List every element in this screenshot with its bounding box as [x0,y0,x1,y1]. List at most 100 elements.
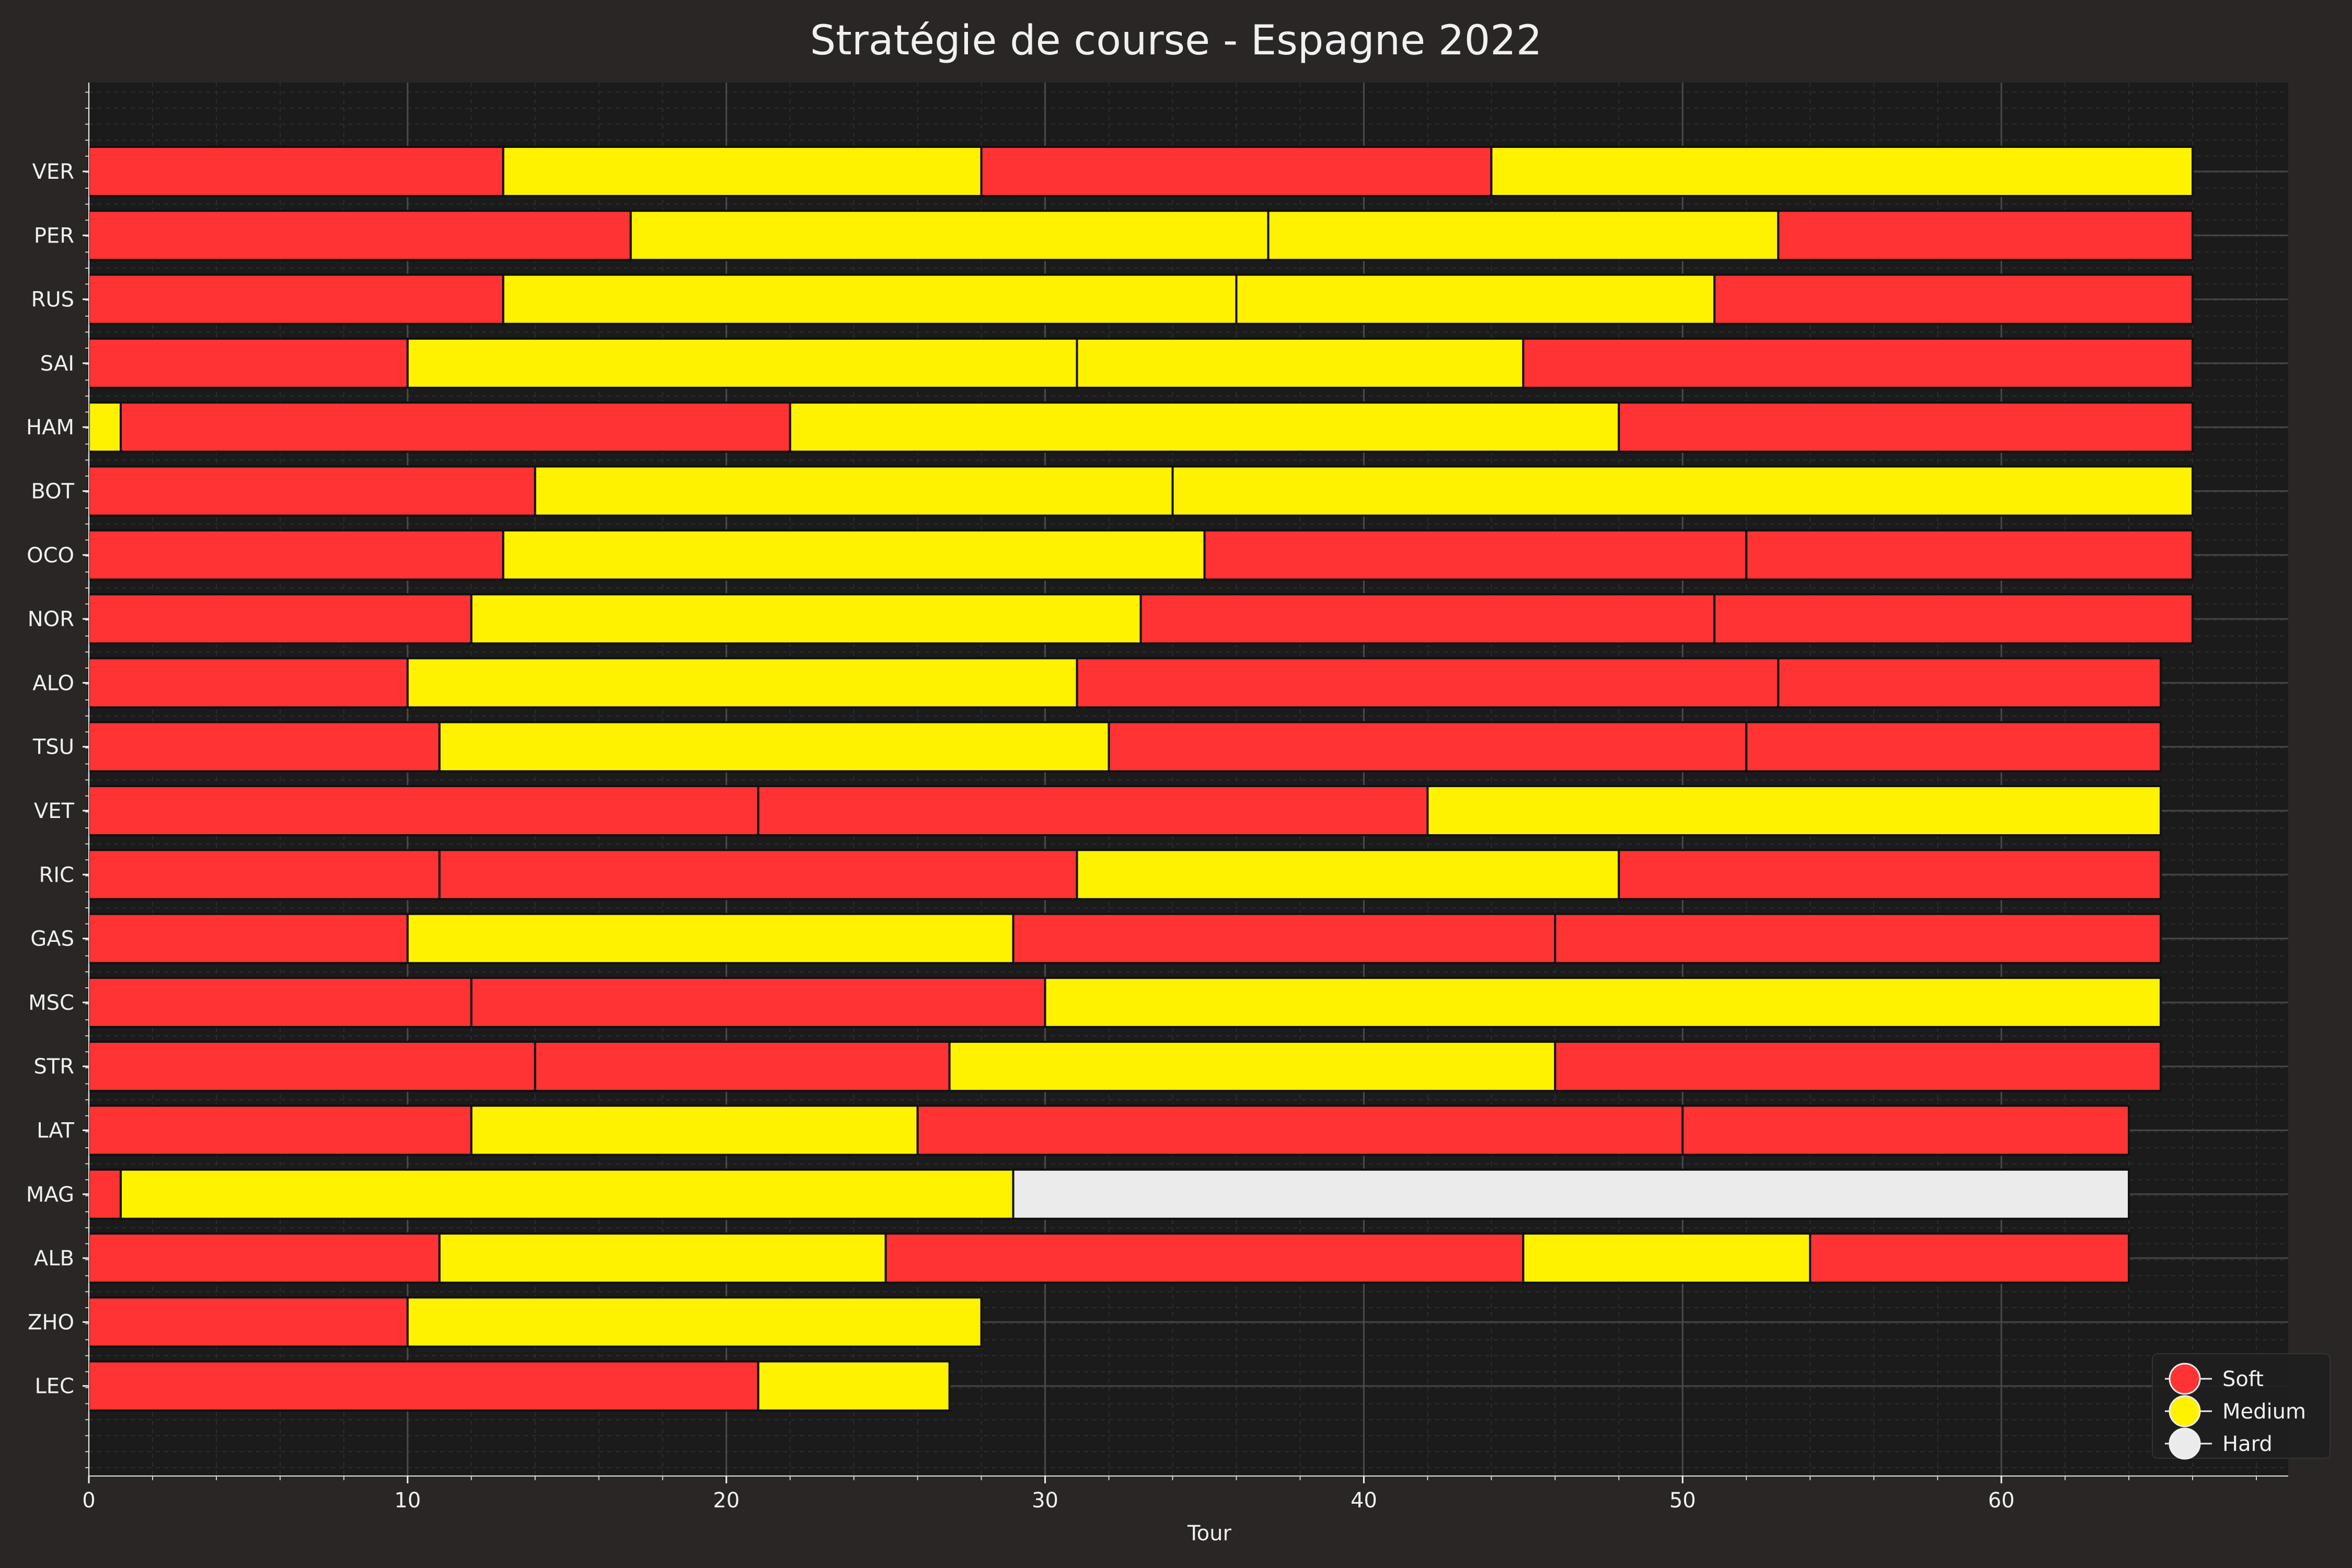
stint-bar-per-soft [1778,211,2193,260]
stint-bar-alo-soft [1778,658,2161,707]
stint-bar-gas-medium [408,914,1013,963]
stint-bar-rus-medium [1236,275,1714,324]
legend-label-hard: Hard [2222,1432,2273,1456]
stint-bar-tsu-soft [1109,722,1747,771]
y-tick-label-sai: SAI [40,352,74,376]
stint-bar-zho-medium [408,1297,982,1346]
stint-bar-ric-soft [1619,850,2161,899]
stint-bar-mag-hard [1013,1170,2129,1219]
stint-bar-vet-soft [758,786,1428,835]
y-tick-label-zho: ZHO [28,1310,74,1334]
stint-bar-bot-soft [89,467,535,516]
stint-bar-zho-soft [89,1297,408,1346]
stint-bar-per-soft [89,211,631,260]
x-tick-label: 40 [1351,1489,1377,1513]
stint-bar-ver-medium [1491,147,2193,196]
stint-bar-rus-soft [1714,275,2193,324]
stint-bar-oco-soft [1204,531,1746,580]
x-tick-label: 60 [1988,1489,2015,1513]
stint-bar-msc-soft [471,978,1045,1027]
y-tick-label-lec: LEC [35,1375,75,1399]
y-tick-label-vet: VET [34,799,75,823]
y-tick-label-alb: ALB [34,1247,74,1271]
legend-label-soft: Soft [2222,1367,2264,1391]
stint-bar-lat-soft [1682,1106,2129,1155]
stint-bar-lat-medium [471,1106,918,1155]
stint-bar-rus-medium [503,275,1237,324]
x-tick-label: 10 [394,1489,421,1513]
stint-bar-vet-medium [1427,786,2161,835]
stint-bar-vet-soft [89,786,758,835]
stint-bar-ver-soft [982,147,1492,196]
stint-bar-sai-soft [1523,339,2193,388]
y-tick-label-ric: RIC [39,863,74,887]
stint-bar-nor-soft [1714,594,2193,643]
stint-bar-alb-soft [89,1233,440,1283]
stint-bar-msc-medium [1045,978,2161,1027]
stint-bar-nor-soft [1141,594,1715,643]
stint-bar-bot-medium [1173,467,2193,516]
stint-bar-alo-soft [89,658,408,707]
y-tick-label-mag: MAG [26,1183,74,1207]
stint-bar-per-medium [631,211,1269,260]
stint-bar-alb-medium [1523,1233,1810,1283]
stint-bar-rus-soft [89,275,503,324]
stint-bar-alo-soft [1077,658,1779,707]
stint-bar-ham-medium [89,402,121,452]
stint-bar-sai-soft [89,339,408,388]
stint-bar-ric-soft [89,850,440,899]
stint-bar-tsu-medium [440,722,1109,771]
stint-bar-ham-soft [121,402,790,452]
x-tick-label: 20 [713,1489,740,1513]
legend-marker-hard [2170,1428,2200,1459]
stint-bar-nor-soft [89,594,471,643]
legend-label-medium: Medium [2222,1400,2306,1424]
stint-bar-gas-soft [1013,914,1555,963]
stint-bar-alo-medium [408,658,1077,707]
stint-bar-mag-medium [121,1170,1013,1219]
y-tick-label-gas: GAS [30,927,74,951]
stint-bar-ham-soft [1619,402,2193,452]
stint-bar-lec-soft [89,1362,758,1411]
y-tick-label-ham: HAM [26,416,74,440]
stint-bar-lec-medium [758,1362,950,1411]
y-tick-label-nor: NOR [28,607,74,631]
stint-bar-alb-soft [1810,1233,2129,1283]
y-tick-label-ver: VER [32,160,74,184]
y-tick-label-rus: RUS [31,288,74,312]
stint-bar-str-medium [950,1042,1555,1091]
stint-bar-alb-medium [440,1233,886,1283]
stint-bar-ric-medium [1077,850,1619,899]
stint-bar-tsu-soft [1746,722,2161,771]
stint-bar-oco-soft [1746,531,2193,580]
stint-bar-mag-soft [89,1170,121,1219]
y-tick-label-tsu: TSU [32,735,74,759]
stint-bar-lat-soft [918,1106,1683,1155]
stint-bar-str-soft [535,1042,950,1091]
legend-marker-medium [2170,1396,2200,1426]
stint-bar-oco-soft [89,531,503,580]
stint-bar-gas-soft [1555,914,2161,963]
stint-bar-str-soft [89,1042,535,1091]
stint-bar-lat-soft [89,1106,471,1155]
stint-bar-sai-medium [408,339,1077,388]
stint-bar-nor-medium [471,594,1141,643]
y-tick-label-msc: MSC [28,991,74,1015]
stint-bar-ver-medium [503,147,982,196]
chart-title: Stratégie de course - Espagne 2022 [810,17,1542,64]
stint-bar-str-soft [1555,1042,2161,1091]
y-tick-label-str: STR [33,1055,74,1079]
y-tick-label-lat: LAT [37,1119,74,1143]
legend: Soft Medium Hard [2152,1354,2330,1459]
x-tick-label: 0 [82,1489,95,1513]
legend-marker-soft [2170,1364,2200,1394]
y-tick-label-alo: ALO [32,671,74,695]
stint-bar-msc-soft [89,978,471,1027]
y-tick-label-bot: BOT [31,480,74,504]
x-axis-label: Tour [1187,1521,1231,1546]
y-tick-label-oco: OCO [27,544,74,568]
stint-bar-bot-medium [535,467,1173,516]
stint-bar-alb-soft [886,1233,1524,1283]
stint-bar-tsu-soft [89,722,440,771]
